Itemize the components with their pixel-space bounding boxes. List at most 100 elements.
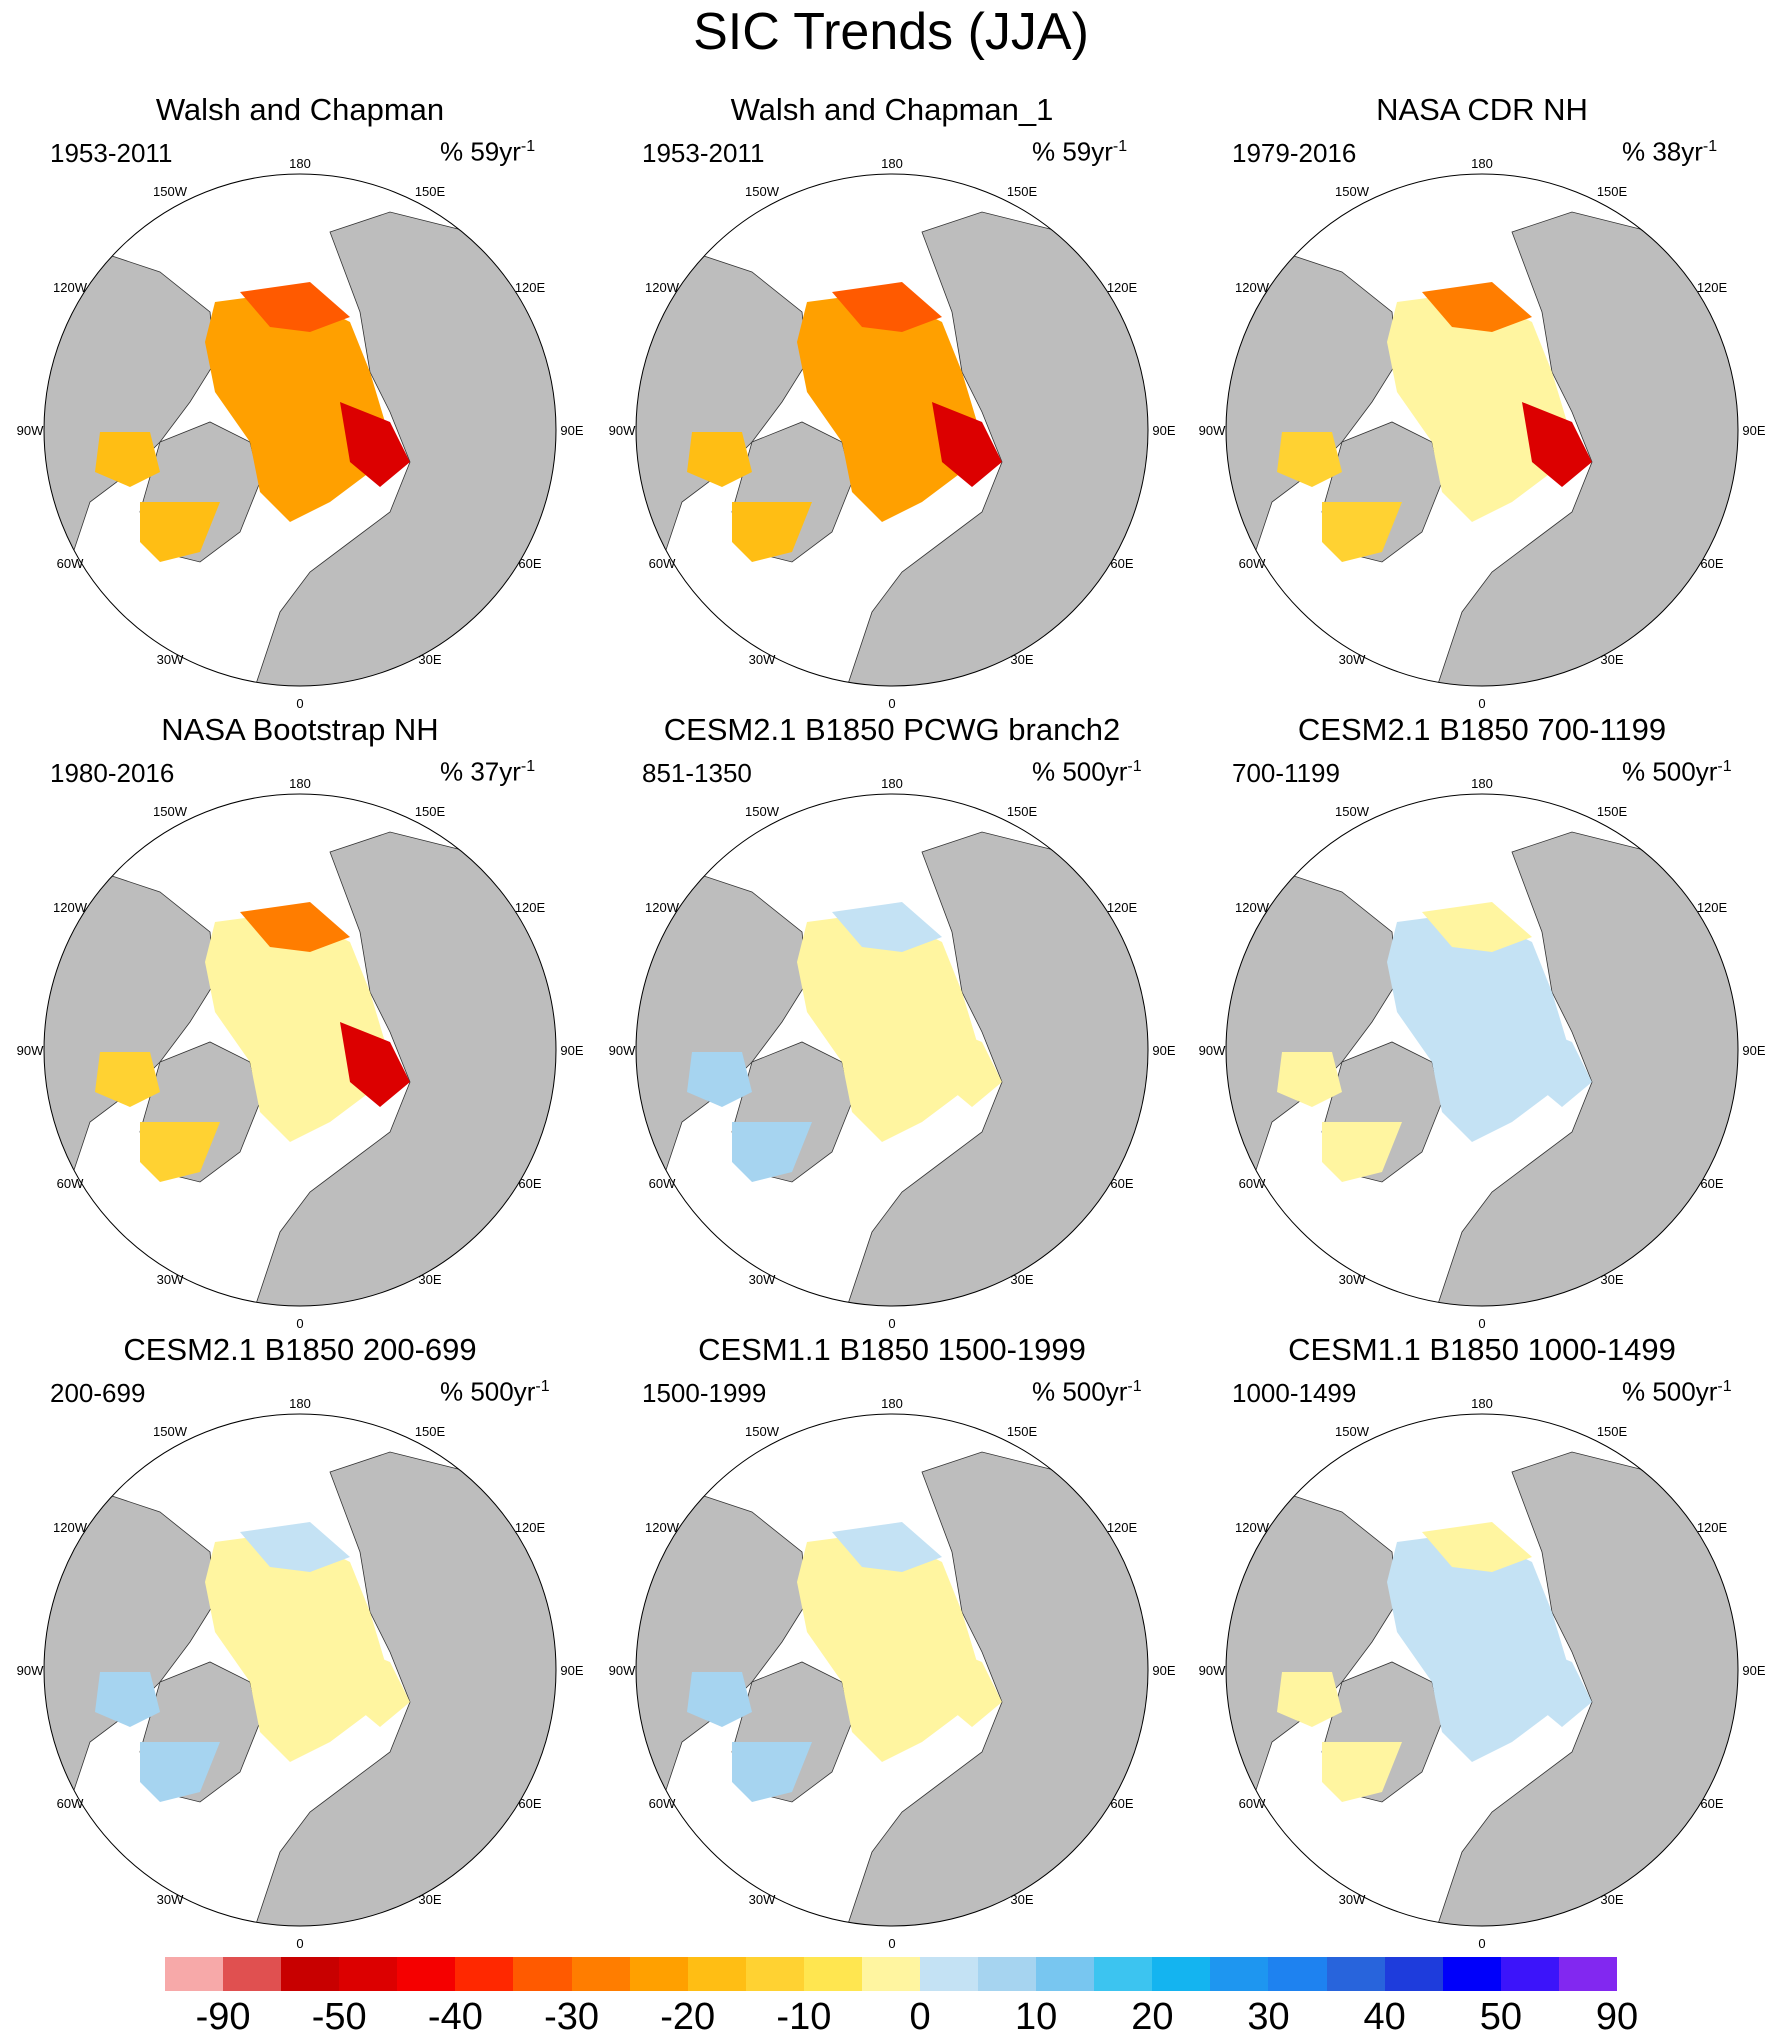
polar-stereographic-map: 180 0 150W 150E 120W 120E 90W 90E 60W 60E 30W 30E [1199, 776, 1766, 1330]
units-exponent: -1 [1717, 758, 1732, 775]
units-text: % 500yr [1622, 1376, 1718, 1407]
lon-label-120e: 120E [1107, 1520, 1138, 1535]
panel-title: CESM2.1 B1850 700-1199 [1297, 712, 1667, 747]
units-text: % 500yr [440, 1376, 536, 1407]
units-text: % 59yr [1032, 136, 1113, 167]
units-exponent: -1 [1127, 1378, 1142, 1395]
lon-label-150e: 150E [1597, 184, 1628, 199]
lon-label-90w: 90W [17, 1663, 44, 1678]
lon-label-90e: 90E [560, 1663, 583, 1678]
colorbar-swatch [1210, 1957, 1269, 1991]
colorbar-swatch [745, 1957, 804, 1991]
colorbar-tick-label: 0 [909, 1996, 931, 2038]
lon-label-90w: 90W [17, 423, 44, 438]
colorbar-tick-label: 90 [1595, 1996, 1639, 2038]
polar-stereographic-map: 180 0 150W 150E 120W 120E 90W 90E 60W 60E 30W 30E [17, 156, 584, 710]
colorbar-swatch [1500, 1957, 1559, 1991]
lon-label-120w: 120W [53, 280, 88, 295]
map-boundary [43, 793, 557, 1307]
sea-ice-trend-region [687, 1672, 812, 1802]
map-panel: NASA Bootstrap NH 1980-2016% 37yr-1 180 0 1… [10, 710, 590, 1330]
sea-ice-trend-region [240, 1522, 350, 1572]
lon-label-150e: 150E [415, 1424, 446, 1439]
lon-label-top: 180 [289, 1396, 311, 1411]
units-exponent: -1 [520, 758, 536, 775]
lon-label-60e: 60E [1700, 1796, 1723, 1811]
lon-label-90e: 90E [1152, 1663, 1175, 1678]
sea-ice-trend-region [1422, 1522, 1532, 1572]
panel-units: % 500yr-1 [1622, 1372, 1732, 1407]
polar-stereographic-map: 180 0 150W 150E 120W 120E 90W 90E 60W 60E 30W 30E [609, 776, 1176, 1330]
lon-label-150e: 150E [1597, 1424, 1628, 1439]
lon-label-90e: 90E [560, 423, 583, 438]
sea-ice-trend-region [95, 1672, 220, 1802]
colorbar-swatch [571, 1957, 630, 1991]
panel-units: % 37yr-1 [440, 752, 535, 787]
panel-title: CESM1.1 B1850 1500-1999 [698, 1332, 1086, 1367]
lon-label-150e: 150E [1597, 804, 1628, 819]
sea-ice-trend-region [832, 902, 942, 952]
polar-stereographic-map: 180 0 150W 150E 120W 120E 90W 90E 60W 60E 30W 30E [17, 1396, 584, 1950]
lon-label-60e: 60E [1110, 556, 1133, 571]
panel-period: 1500-1999 [642, 1378, 767, 1408]
panel-title: CESM1.1 B1850 1000-1499 [1288, 1332, 1676, 1367]
panel-title: Walsh and Chapman [155, 92, 445, 127]
lon-label-30e: 30E [1600, 1892, 1623, 1907]
colorbar-tick-label: 40 [1363, 1996, 1406, 2038]
lon-label-60w: 60W [1239, 1176, 1266, 1191]
lon-label-150w: 150W [1335, 1424, 1370, 1439]
units-text: % 37yr [440, 756, 521, 787]
map-boundary [1225, 1413, 1739, 1927]
lon-label-60w: 60W [1239, 556, 1266, 571]
units-text: % 500yr [1032, 756, 1128, 787]
lon-label-90w: 90W [609, 1663, 636, 1678]
sea-ice-trend-region [340, 402, 410, 487]
lon-label-30e: 30E [1010, 652, 1033, 667]
colorbar-labels: -90 -50 -40 -30 -20 -10 0 10 20 30 40 50 90 [0, 1995, 1782, 2043]
lon-label-top: 180 [881, 776, 903, 791]
lon-label-30w: 30W [749, 1272, 776, 1287]
colorbar-tick-label: 10 [1015, 1996, 1058, 2038]
lon-label-bottom: 0 [296, 696, 303, 710]
lon-label-top: 180 [881, 1396, 903, 1411]
colorbar-tick-label: 20 [1131, 1996, 1174, 2038]
colorbar-swatch [455, 1957, 514, 1991]
sea-ice-trend-region [205, 292, 385, 522]
lon-label-30w: 30W [749, 1892, 776, 1907]
lon-label-bottom: 0 [296, 1316, 303, 1330]
colorbar-swatch [339, 1957, 398, 1991]
colorbar-swatch [281, 1957, 340, 1991]
panel-units: % 500yr-1 [1032, 752, 1142, 787]
panel-units: % 38yr-1 [1622, 132, 1717, 167]
lon-label-bottom: 0 [1478, 696, 1485, 710]
map-boundary [1225, 173, 1739, 687]
colorbar-swatch [629, 1957, 688, 1991]
colorbar-tick-label: 50 [1479, 1996, 1522, 2038]
colorbar-swatch [1036, 1957, 1095, 1991]
panel-period: 1953-2011 [642, 138, 765, 168]
lon-label-120e: 120E [515, 1520, 546, 1535]
sea-ice-trend-region [1277, 432, 1402, 562]
colorbar-tick-label: -10 [776, 1996, 832, 2038]
lon-label-60w: 60W [649, 1796, 676, 1811]
lon-label-30w: 30W [749, 652, 776, 667]
lon-label-60w: 60W [649, 1176, 676, 1191]
map-boundary [635, 1413, 1149, 1927]
lon-label-150e: 150E [1007, 184, 1038, 199]
lon-label-bottom: 0 [888, 696, 895, 710]
panel-title: CESM2.1 B1850 200-699 [123, 1332, 477, 1367]
lon-label-30w: 30W [157, 1892, 184, 1907]
panel-period: 1979-2016 [1232, 138, 1357, 168]
panel-title: CESM2.1 B1850 PCWG branch2 [663, 712, 1121, 747]
lon-label-120e: 120E [515, 900, 546, 915]
colorbar-swatch [978, 1957, 1037, 1991]
units-exponent: -1 [520, 138, 536, 155]
lon-label-top: 180 [1471, 156, 1493, 171]
lon-label-120w: 120W [53, 900, 88, 915]
lon-label-60e: 60E [1110, 1796, 1133, 1811]
sea-ice-trend-region [240, 282, 350, 332]
colorbar-swatch [861, 1957, 921, 1991]
lon-label-90w: 90W [609, 1043, 636, 1058]
lon-label-30e: 30E [418, 652, 441, 667]
map-boundary [635, 173, 1149, 687]
